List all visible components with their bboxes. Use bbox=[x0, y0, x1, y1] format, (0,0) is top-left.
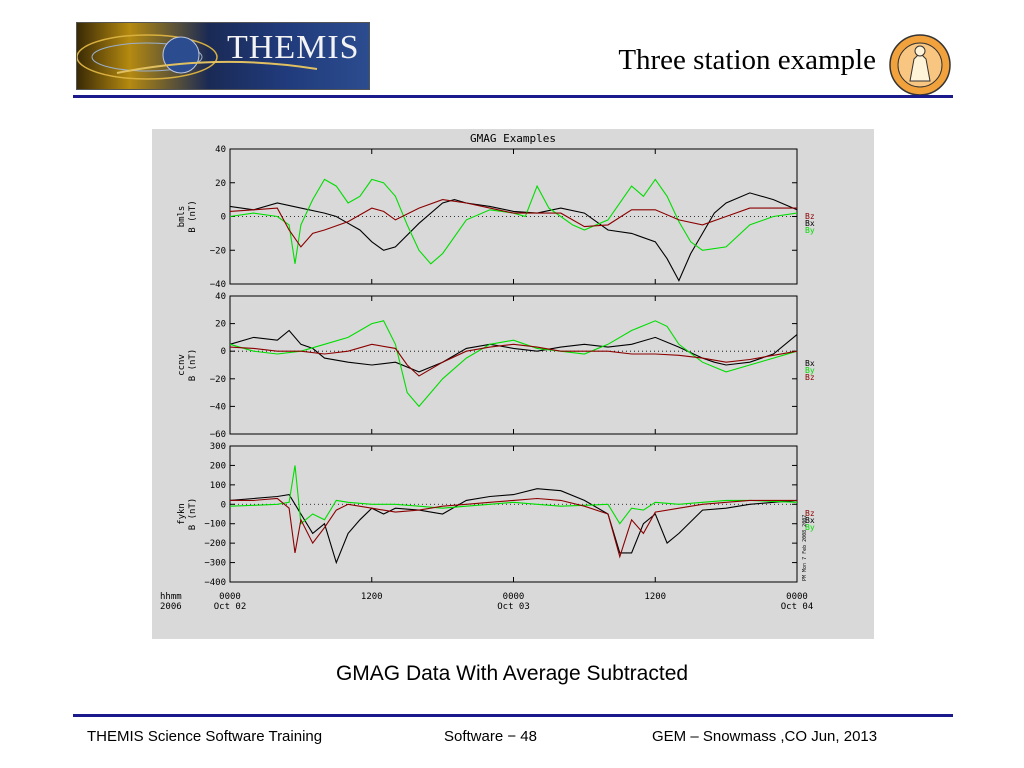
legend-by: By bbox=[805, 523, 815, 532]
legend-by: By bbox=[805, 226, 815, 235]
series-line-by bbox=[229, 465, 798, 525]
y-tick-label: 40 bbox=[215, 292, 226, 302]
series-line-bx bbox=[229, 329, 798, 373]
y-tick-label: −300 bbox=[204, 559, 226, 569]
y-axis-label: B (nT) bbox=[188, 200, 198, 233]
x-label-hhmm: hhmm bbox=[160, 592, 182, 602]
chart-title: GMAG Examples bbox=[470, 132, 556, 145]
legend-by: By bbox=[805, 366, 815, 375]
header-rule bbox=[73, 95, 953, 98]
x-tick-label: 0000 bbox=[786, 592, 808, 602]
footer-page: Software − 48 bbox=[444, 728, 537, 745]
legend-bx: Bx bbox=[805, 516, 815, 525]
x-tick-label: 0000 bbox=[503, 592, 525, 602]
slide-title: Three station example bbox=[618, 44, 876, 76]
series-line-by bbox=[229, 320, 798, 408]
x-tick-date: Oct 02 bbox=[214, 602, 247, 612]
y-tick-label: 200 bbox=[210, 461, 226, 471]
x-tick-label: 1200 bbox=[361, 592, 383, 602]
x-tick-label: 0000 bbox=[219, 592, 241, 602]
series-line-bz bbox=[229, 199, 797, 248]
logo-text: THEMIS bbox=[227, 29, 360, 66]
legend-bx: Bx bbox=[805, 359, 815, 368]
panel-frame-fykn bbox=[229, 445, 798, 583]
x-tick-date: Oct 03 bbox=[497, 602, 530, 612]
y-tick-label: 0 bbox=[221, 213, 226, 223]
y-tick-label: −40 bbox=[210, 402, 226, 412]
y-tick-label: −20 bbox=[210, 375, 226, 385]
legend-bz: Bz bbox=[805, 373, 815, 382]
x-tick-label: 1200 bbox=[644, 592, 666, 602]
footer-right: GEM – Snowmass ,CO Jun, 2013 bbox=[652, 728, 878, 745]
series-line-bz bbox=[230, 497, 797, 559]
y-tick-label: −40 bbox=[210, 280, 226, 290]
figure-caption: GMAG Data With Average Subtracted bbox=[335, 662, 689, 685]
series-line-by bbox=[229, 178, 798, 265]
y-axis-label: B (nT) bbox=[188, 349, 198, 382]
y-tick-label: 20 bbox=[215, 179, 226, 189]
x-tick-date: Oct 04 bbox=[781, 602, 814, 612]
y-tick-label: 0 bbox=[221, 500, 226, 510]
legend-bz: Bz bbox=[805, 212, 815, 221]
side-note: PM Mon 7 Feb 2008 2007 bbox=[802, 515, 808, 581]
y-tick-label: −100 bbox=[204, 520, 226, 530]
y-axis-label: B (nT) bbox=[188, 498, 198, 531]
themis-logo: THEMIS bbox=[76, 22, 370, 90]
series-line-bx bbox=[229, 192, 798, 282]
y-tick-label: 20 bbox=[215, 320, 226, 330]
y-tick-label: 100 bbox=[210, 481, 226, 491]
x-label-year: 2006 bbox=[160, 602, 182, 612]
legend-bx: Bx bbox=[805, 219, 815, 228]
y-tick-label: 40 bbox=[215, 145, 226, 155]
y-tick-label: −200 bbox=[204, 539, 226, 549]
logo-artwork bbox=[77, 34, 318, 80]
station-label-fykn: fykn bbox=[177, 503, 187, 525]
series-line-bx bbox=[229, 488, 798, 565]
footer-rule bbox=[73, 714, 953, 717]
y-tick-label: −60 bbox=[210, 430, 226, 440]
footer-left: THEMIS Science Software Training bbox=[87, 728, 323, 745]
station-label-bmls: bmls bbox=[177, 206, 187, 228]
series-line-bz bbox=[229, 343, 798, 377]
y-tick-label: −400 bbox=[204, 578, 226, 588]
gmag-plot: GMAG Examples 40 20 0 −20 −40 bmls B (nT) Bz Bx By… bbox=[152, 129, 874, 639]
station-label-ccnv: ccnv bbox=[177, 354, 187, 376]
y-tick-label: −20 bbox=[210, 246, 226, 256]
y-tick-label: 300 bbox=[210, 442, 226, 452]
themis-seal-icon bbox=[889, 34, 951, 96]
panel-frame-ccnv bbox=[229, 295, 798, 435]
y-tick-label: 0 bbox=[221, 347, 226, 357]
legend-bz: Bz bbox=[805, 509, 815, 518]
